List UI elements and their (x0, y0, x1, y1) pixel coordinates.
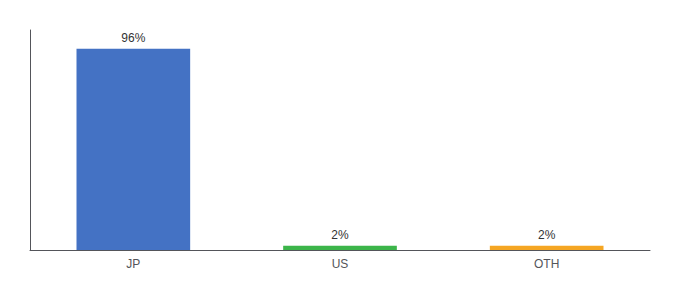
svg-text:2%: 2% (538, 228, 556, 242)
svg-text:2%: 2% (331, 228, 349, 242)
svg-text:OTH: OTH (534, 257, 559, 271)
svg-text:96%: 96% (121, 31, 145, 45)
svg-text:JP: JP (126, 257, 140, 271)
svg-text:US: US (332, 257, 349, 271)
